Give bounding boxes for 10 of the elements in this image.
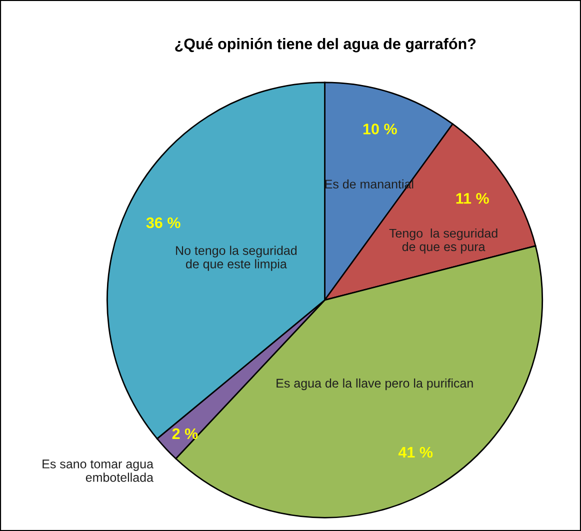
slice-label: No tengo la seguridad de que este limpia — [176, 246, 297, 271]
slice-label: Es sano tomar agua embotellada — [42, 460, 154, 482]
data-label: 41 % — [398, 446, 433, 458]
chart-title: ¿Qué opinión tiene del agua de garrafón? — [175, 38, 476, 52]
data-label: 2 % — [172, 428, 198, 440]
slice-label: Es agua de la llave pero la purifican — [276, 378, 473, 390]
data-label: 11 % — [456, 193, 489, 204]
slice-label: Tengo la seguridad de que es pura — [389, 228, 498, 254]
data-label: 36 % — [146, 217, 180, 228]
data-label: 10 % — [363, 124, 397, 134]
